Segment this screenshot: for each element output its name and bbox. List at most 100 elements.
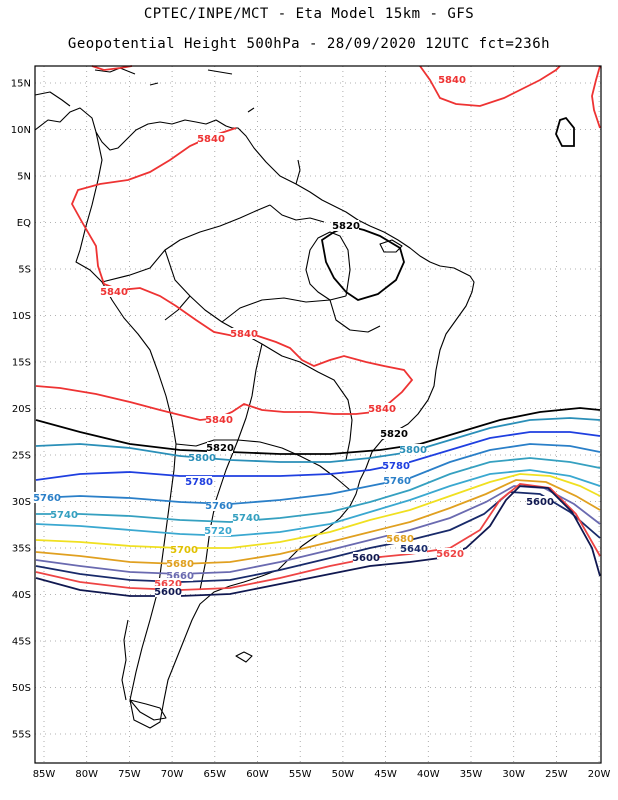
contour-5820-atlantic-loop [555, 116, 575, 147]
contour-5840-north [419, 65, 561, 107]
contour-5620 [35, 483, 601, 591]
contour-label: 5820 [332, 221, 360, 232]
lat-label: 10S [12, 311, 31, 322]
contour-label: 5760 [33, 493, 61, 504]
lon-label: 80W [75, 769, 98, 780]
contour-label-background [383, 460, 409, 471]
contour-label-background [167, 570, 193, 581]
lat-label: 25S [12, 451, 31, 462]
lat-label: 45S [12, 637, 31, 648]
lon-label: 85W [33, 769, 56, 780]
contour-label: 5760 [383, 476, 411, 487]
contour-label-background [171, 544, 197, 555]
title-line-1: CPTEC/INPE/MCT - Eta Model 15km - GFS [143, 6, 475, 22]
lon-label: 20W [588, 769, 611, 780]
lat-label: 30S [12, 497, 31, 508]
contour-label-background [198, 133, 224, 144]
lat-label: 35S [12, 544, 31, 555]
contour-label-background [186, 476, 212, 487]
contour-label: 5740 [232, 513, 260, 524]
lon-label: 25W [545, 769, 568, 780]
contour-label: 5840 [438, 75, 466, 86]
lon-label: 45W [374, 769, 397, 780]
lon-label: 55W [289, 769, 312, 780]
contour-label: 5820 [206, 443, 234, 454]
contour-label-background [233, 512, 259, 523]
contour-label: 5780 [382, 461, 410, 472]
contour-5680 [35, 479, 601, 565]
contour-label-background [333, 220, 359, 231]
contour-label: 5600 [526, 497, 554, 508]
caribbean-islands [94, 67, 255, 113]
contour-label: 5840 [100, 287, 128, 298]
contour-5840-east-edge [591, 65, 601, 129]
lon-label: 40W [417, 769, 440, 780]
contour-label-background [207, 442, 233, 453]
coastlines-and-borders [34, 67, 475, 729]
contour-5760 [35, 443, 601, 505]
contour-label: 5800 [188, 453, 216, 464]
contour-label-background [400, 444, 426, 455]
contour-label: 5840 [205, 415, 233, 426]
contour-label-background [439, 74, 465, 85]
lon-label: 30W [502, 769, 525, 780]
central-america-coast-north [34, 91, 71, 107]
lat-label: 15N [11, 79, 31, 90]
contour-label: 5760 [205, 501, 233, 512]
lat-label: EQ [17, 218, 31, 229]
contour-label: 5800 [399, 445, 427, 456]
longitude-labels: 85W 80W 75W 70W 65W 60W 55W 50W 45W 40W 35W 30W 25W 2… [33, 769, 611, 780]
contour-5840-central [35, 127, 414, 421]
contour-5820-amazon [321, 225, 405, 301]
tierra-del-fuego [129, 699, 167, 721]
contour-label-background [353, 552, 379, 563]
contour-label: 5620 [436, 549, 464, 560]
contour-5700 [35, 473, 601, 549]
lon-label: 50W [332, 769, 355, 780]
contour-5820 [35, 407, 601, 455]
falkland-islands [235, 651, 253, 663]
map-frame [34, 65, 602, 764]
contour-label-background [206, 414, 232, 425]
contour-label-background [437, 548, 463, 559]
contour-label-background [401, 543, 427, 554]
contour-label: 5780 [185, 477, 213, 488]
contour-label: 5840 [368, 404, 396, 415]
contour-5720 [35, 469, 601, 537]
contour-label: 5680 [166, 559, 194, 570]
contour-label: 5660 [166, 571, 194, 582]
central-america-coast [34, 107, 233, 151]
contour-5840-loop-small [91, 65, 133, 71]
contour-label: 5680 [386, 534, 414, 545]
lon-label: 60W [246, 769, 269, 780]
contour-label-background [34, 492, 60, 503]
contour-label-background [155, 578, 181, 589]
south-america-coastline [75, 127, 475, 729]
lat-label: 15S [12, 358, 31, 369]
contour-label-background [51, 509, 77, 520]
latitude-labels: 15N 10N 5N EQ 5S 10S 15S 20S 25S 30S 35S 40S 45S 50S 5… [11, 79, 31, 741]
contour-5740 [36, 457, 601, 523]
contour-label-background [167, 558, 193, 569]
contour-value-labels: 5840584058405840584058405820582058205800… [33, 74, 554, 598]
contour-5640 [35, 491, 601, 583]
lat-label: 40S [12, 590, 31, 601]
contour-label: 5720 [204, 526, 232, 537]
lon-label: 35W [460, 769, 483, 780]
contour-label-background [387, 533, 413, 544]
chile-islands [121, 619, 129, 701]
contour-label-background [381, 428, 407, 439]
contour-label-background [527, 496, 553, 507]
country-borders [101, 159, 381, 591]
contour-label-background [205, 525, 231, 536]
contour-label: 5640 [400, 544, 428, 555]
lon-label: 75W [118, 769, 141, 780]
contour-label: 5700 [170, 545, 198, 556]
contour-label-background [369, 403, 395, 414]
contour-label-background [189, 452, 215, 463]
contour-label-background [231, 328, 257, 339]
lat-label: 55S [12, 730, 31, 741]
lat-label: 50S [12, 683, 31, 694]
lat-label: 20S [12, 404, 31, 415]
